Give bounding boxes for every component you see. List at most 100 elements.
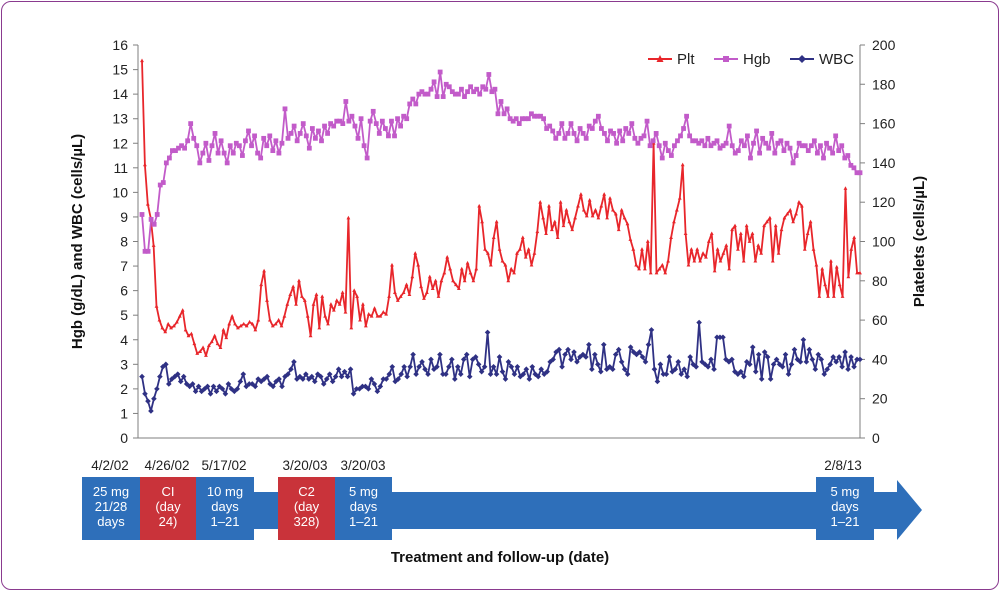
plt-point (765, 219, 769, 224)
wbc-point (535, 373, 542, 380)
left-tick-label: 0 (120, 430, 128, 446)
plt-point (340, 290, 345, 294)
hgb-point (562, 135, 568, 141)
wbc-point (353, 386, 360, 392)
plt-point (564, 207, 569, 212)
wbc-point (285, 371, 291, 377)
wbc-point (183, 381, 190, 387)
plt-point (448, 266, 453, 271)
hgb-point (522, 116, 528, 122)
plt-point (392, 290, 397, 294)
plt-point (297, 278, 301, 283)
plt-point (596, 215, 601, 220)
left-tick-label: 13 (112, 111, 128, 127)
hgb-point (449, 89, 455, 95)
wbc-point (443, 371, 449, 377)
wbc-point (705, 363, 711, 370)
plt-point (823, 282, 828, 287)
plt-point (721, 251, 726, 255)
wbc-point (612, 351, 619, 358)
hgb-point (775, 140, 781, 146)
wbc-point (672, 366, 679, 373)
wbc-point (720, 334, 726, 341)
hgb-point (413, 101, 419, 107)
hgb-point (556, 131, 562, 136)
hgb-point (139, 212, 145, 217)
hgb-point (632, 135, 638, 141)
wbc-point (648, 327, 655, 333)
hgb-point (845, 153, 851, 158)
wbc-point (842, 349, 848, 355)
hgb-point (802, 143, 808, 149)
wbc-point (368, 376, 375, 382)
plt-point (811, 247, 816, 251)
plt-point (666, 258, 671, 263)
plt-point (744, 223, 749, 228)
hgb-point (568, 121, 574, 126)
hgb-point (370, 108, 376, 114)
plt-point (814, 262, 819, 267)
wbc-point (234, 386, 241, 392)
timeline-date-label: 2/8/13 (824, 458, 862, 473)
hgb-point (495, 111, 501, 117)
treatment-box-label: 21/28 (95, 499, 128, 514)
hgb-point (638, 135, 644, 141)
left-tick-label: 1 (120, 405, 128, 421)
plt-point (683, 231, 688, 236)
wbc-point (407, 363, 413, 370)
plt-point (323, 313, 328, 318)
wbc-point (380, 376, 387, 382)
hgb-point (264, 143, 270, 149)
hgb-point (285, 135, 291, 141)
left-tick-label: 16 (112, 37, 128, 53)
hgb-point (373, 121, 379, 126)
wbc-point (148, 408, 154, 414)
plt-point (465, 260, 470, 265)
wbc-point (326, 371, 333, 377)
right-tick-label: 60 (872, 312, 888, 328)
hgb-point (784, 140, 790, 146)
wbc-point (514, 363, 521, 370)
hgb-point (367, 118, 373, 124)
plt-point (767, 215, 772, 220)
plt-point (692, 258, 697, 263)
plt-point (654, 270, 659, 275)
hgb-point (641, 133, 647, 139)
hgb-point (221, 150, 227, 156)
plt-point (169, 325, 173, 330)
timeline-date-label: 4/2/02 (91, 458, 129, 473)
hgb-point (349, 113, 355, 119)
plt-point (430, 286, 435, 291)
wbc-point (192, 388, 199, 395)
hgb-point (197, 160, 203, 166)
wbc-point (711, 366, 717, 373)
hgb-point (675, 138, 680, 144)
plt-point (706, 239, 711, 243)
left-tick-label: 2 (120, 381, 128, 397)
hgb-point (553, 135, 559, 141)
wbc-point (219, 386, 226, 392)
wbc-point (785, 371, 792, 377)
plt-point (410, 274, 415, 279)
plt-point (517, 247, 522, 251)
plt-point (840, 294, 845, 298)
plt-point (436, 294, 441, 298)
hgb-point (456, 91, 461, 97)
plt-point (799, 203, 804, 208)
wbc-point (168, 376, 175, 382)
hgb-point (343, 99, 349, 104)
plt-point (843, 186, 848, 190)
hgb-point (589, 126, 595, 131)
treatment-box-label: (day (155, 499, 181, 514)
treatment-box-label: days (211, 499, 239, 514)
plt-point (143, 162, 147, 167)
hgb-point (513, 116, 519, 122)
hgb-point (714, 138, 720, 144)
wbc-point (651, 366, 658, 373)
plt-point (276, 317, 281, 322)
hgb-point (334, 118, 340, 124)
hgb-point (230, 150, 236, 156)
plt-point (416, 262, 421, 267)
hgb-point (258, 155, 264, 161)
wbc-point (392, 378, 399, 385)
